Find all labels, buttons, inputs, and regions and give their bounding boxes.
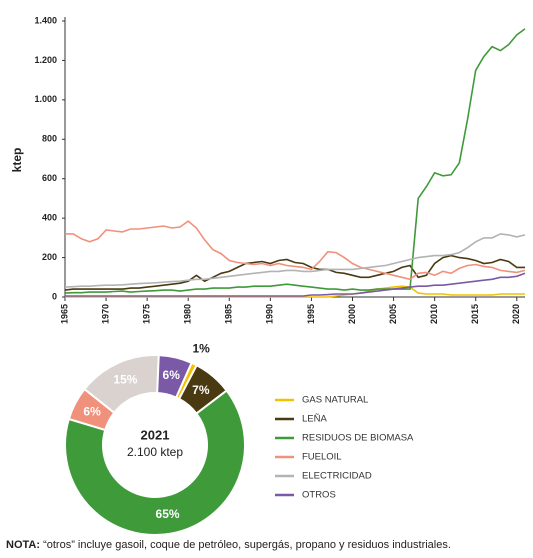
donut-center-title: 2021: [141, 427, 170, 442]
donut-value-label: 7%: [192, 383, 210, 397]
x-tick-label: 1980: [183, 304, 193, 324]
note-label: NOTA:: [6, 539, 40, 551]
legend-label: RESIDUOS DE BIOMASA: [302, 433, 414, 444]
donut-segment: [156, 354, 193, 399]
x-tick-label: 1975: [142, 304, 152, 324]
donut-segment: [64, 389, 246, 536]
y-tick-label: 1.000: [34, 94, 57, 104]
note: NOTA: “otros” incluye gasoil, coque de p…: [6, 539, 451, 551]
x-tick-label: 2005: [388, 304, 398, 324]
donut-center-text: 2.100 ktep: [127, 445, 183, 459]
donut-value-label: 6%: [83, 404, 101, 418]
y-tick-label: 600: [42, 173, 57, 183]
legend-label: FUELOIL: [302, 452, 342, 463]
series-line: [65, 220, 526, 281]
x-tick-label: 2000: [347, 304, 357, 324]
donut-value-label: 65%: [156, 507, 180, 521]
donut-value-label: 6%: [163, 368, 181, 382]
y-tick-label: 200: [42, 252, 57, 262]
donut-value-label: 1%: [192, 342, 210, 356]
x-tick-label: 1985: [224, 304, 234, 324]
y-tick-label: 800: [42, 134, 57, 144]
y-tick-label: 1.200: [34, 55, 57, 65]
x-tick-label: 2015: [470, 304, 480, 324]
legend-label: OTROS: [302, 490, 336, 501]
series-line: [64, 233, 526, 288]
note-text: “otros” incluye gasoil, coque de petróle…: [43, 539, 451, 551]
legend-label: ELECTRICIDAD: [302, 471, 372, 482]
series-line: [65, 285, 525, 298]
donut-value-label: 15%: [113, 373, 137, 387]
x-tick-label: 1970: [100, 304, 110, 324]
series-line: [64, 254, 525, 291]
x-tick-label: 2010: [429, 304, 439, 324]
y-tick-label: 400: [42, 213, 57, 223]
x-tick-label: 1995: [306, 304, 316, 324]
series-line: [65, 272, 526, 297]
series-line: [64, 28, 526, 294]
x-tick-label: 1965: [59, 304, 69, 324]
legend-label: LEÑA: [302, 414, 327, 425]
y-axis-label: ktep: [10, 148, 24, 173]
legend-label: GAS NATURAL: [302, 395, 368, 406]
y-tick-label: 1.400: [34, 15, 57, 25]
x-tick-label: 2020: [511, 304, 521, 324]
y-tick-label: 0: [52, 291, 57, 301]
x-tick-label: 1990: [265, 304, 275, 324]
